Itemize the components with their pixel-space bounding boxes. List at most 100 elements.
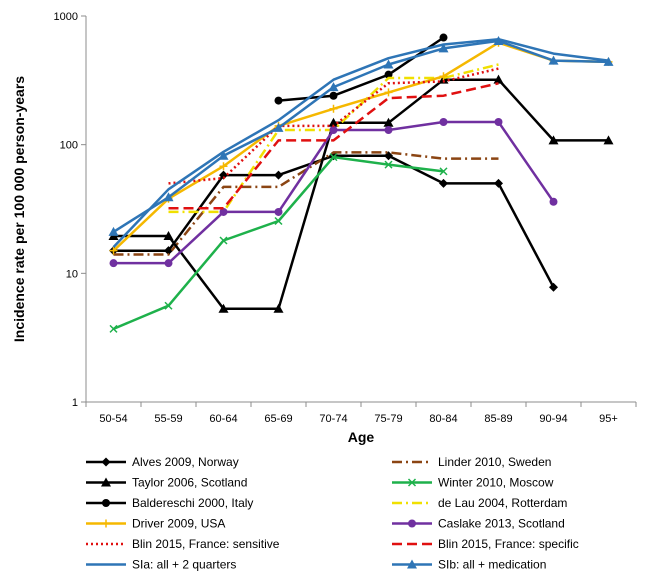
legend-label: Blin 2015, France: sensitive <box>132 537 280 551</box>
x-tick-label: 80-84 <box>429 413 457 425</box>
legend-item-winter-2010-moscow: Winter 2010, Moscow <box>392 476 554 490</box>
y-tick-label: 1 <box>72 397 78 409</box>
data-point-taylor-2006-scotland <box>603 135 614 145</box>
data-point-caslake-2013-scotland <box>549 197 558 206</box>
data-point-caslake-2013-scotland <box>219 207 228 216</box>
data-point-taylor-2006-scotland <box>163 231 174 241</box>
x-tick-label: 50-54 <box>99 413 127 425</box>
legend-marker <box>102 499 110 507</box>
data-point-taylor-2006-scotland <box>273 303 284 313</box>
data-point-baldereschi-2000-italy <box>439 33 448 42</box>
x-tick-label: 90-94 <box>539 413 567 425</box>
data-point-alves-2009-norway <box>164 246 173 256</box>
data-point-taylor-2006-scotland <box>548 135 559 145</box>
data-point-taylor-2006-scotland <box>218 303 229 313</box>
legend-marker <box>407 559 417 569</box>
data-point-winter-2010-moscow <box>329 153 338 162</box>
data-point-sib-all-medication <box>273 122 284 132</box>
series-line-taylor-2006-scotland <box>113 78 609 311</box>
data-point-baldereschi-2000-italy <box>274 96 283 105</box>
data-point-sib-all-medication <box>493 35 504 45</box>
legend-item-sib-all-medication: SIb: all + medication <box>392 558 546 572</box>
legend-label: SIa: all + 2 quarters <box>132 558 236 572</box>
data-point-winter-2010-moscow <box>164 301 173 310</box>
legend-item-driver-2009-usa: Driver 2009, USA <box>86 517 225 531</box>
series-line-blin-2015-france-specific <box>168 82 499 210</box>
data-point-alves-2009-norway <box>494 178 503 188</box>
data-point-alves-2009-norway <box>549 282 558 292</box>
data-point-caslake-2013-scotland <box>274 207 283 216</box>
legend-item-alves-2009-norway: Alves 2009, Norway <box>86 455 239 469</box>
data-point-caslake-2013-scotland <box>439 118 448 127</box>
series-sib-all-medication <box>108 35 614 236</box>
legend-label: Baldereschi 2000, Italy <box>132 496 253 510</box>
data-point-winter-2010-moscow <box>219 236 228 245</box>
data-point-alves-2009-norway <box>219 170 228 180</box>
data-point-caslake-2013-scotland <box>164 259 173 268</box>
legend-label: Blin 2015, France: specific <box>438 537 579 551</box>
data-point-driver-2009-usa <box>329 104 338 113</box>
series-line-driver-2009-usa <box>112 41 609 252</box>
data-point-driver-2009-usa <box>384 88 393 97</box>
series-blin-2015-france-sensitive <box>168 67 499 185</box>
legend-label: Taylor 2006, Scotland <box>132 476 247 490</box>
data-point-sib-all-medication <box>328 82 339 92</box>
data-point-caslake-2013-scotland <box>384 126 393 135</box>
legend-item-taylor-2006-scotland: Taylor 2006, Scotland <box>86 476 247 490</box>
data-point-driver-2009-usa <box>109 246 118 255</box>
legend-item-sia-all-2-quarters: SIa: all + 2 quarters <box>86 558 236 572</box>
data-point-driver-2009-usa <box>219 162 228 171</box>
series-taylor-2006-scotland <box>108 74 614 313</box>
x-tick-label: 70-74 <box>319 413 347 425</box>
data-point-winter-2010-moscow <box>274 216 283 226</box>
data-point-baldereschi-2000-italy <box>329 91 338 100</box>
data-point-taylor-2006-scotland <box>383 117 394 127</box>
series-driver-2009-usa <box>109 38 613 255</box>
data-point-sib-all-medication <box>163 192 174 202</box>
series-blin-2015-france-specific <box>168 82 499 210</box>
series-line-blin-2015-france-sensitive <box>168 67 499 185</box>
data-point-winter-2010-moscow <box>439 167 448 176</box>
legend-label: Winter 2010, Moscow <box>438 476 554 490</box>
data-point-sib-all-medication <box>108 226 119 236</box>
data-point-caslake-2013-scotland <box>494 118 503 127</box>
y-tick-label: 10 <box>66 268 78 280</box>
series-sia-all-2-quarters <box>112 37 609 248</box>
x-axis-title: Age <box>348 429 375 445</box>
legend-label: Caslake 2013, Scotland <box>438 517 565 531</box>
data-point-baldereschi-2000-italy <box>384 70 393 79</box>
y-tick-label: 100 <box>60 140 78 152</box>
data-point-alves-2009-norway <box>274 170 283 180</box>
data-point-winter-2010-moscow <box>109 324 118 333</box>
series-alves-2009-norway <box>109 151 558 292</box>
legend-label: de Lau 2004, Rotterdam <box>438 496 567 510</box>
legend-marker <box>101 477 111 487</box>
x-tick-label: 65-69 <box>264 413 292 425</box>
y-axis-title: Incidence rate per 100 000 person-years <box>11 76 27 342</box>
series-winter-2010-moscow <box>109 153 448 333</box>
data-point-sib-all-medication <box>218 150 229 160</box>
series-line-winter-2010-moscow <box>113 155 444 331</box>
legend-marker <box>101 457 111 467</box>
x-tick-label: 55-59 <box>154 413 182 425</box>
x-tick-label: 60-64 <box>209 413 237 425</box>
legend-item-linder-2010-sweden: Linder 2010, Sweden <box>392 455 551 469</box>
legend-item-blin-2015-france-sensitive: Blin 2015, France: sensitive <box>86 537 280 551</box>
series-line-sia-all-2-quarters <box>112 37 609 248</box>
data-point-sib-all-medication <box>438 43 449 53</box>
data-point-sib-all-medication <box>603 56 614 66</box>
series-line-sib-all-medication <box>112 39 609 233</box>
legend-label: Alves 2009, Norway <box>132 455 239 469</box>
legend-item-de-lau-2004-rotterdam: de Lau 2004, Rotterdam <box>392 496 567 510</box>
data-point-taylor-2006-scotland <box>493 74 504 84</box>
data-point-caslake-2013-scotland <box>329 126 338 135</box>
data-point-sib-all-medication <box>383 59 394 69</box>
axes-layer: 1 10 100 1000 50-54 55-59 60-64 65-69 70-74 75-79… <box>54 11 637 425</box>
series-caslake-2013-scotland <box>109 118 558 268</box>
x-tick-label: 85-89 <box>484 413 512 425</box>
y-tick-label: 1000 <box>54 11 78 23</box>
legend-item-blin-2015-france-specific: Blin 2015, France: specific <box>392 537 579 551</box>
x-tick-label: 75-79 <box>374 413 402 425</box>
